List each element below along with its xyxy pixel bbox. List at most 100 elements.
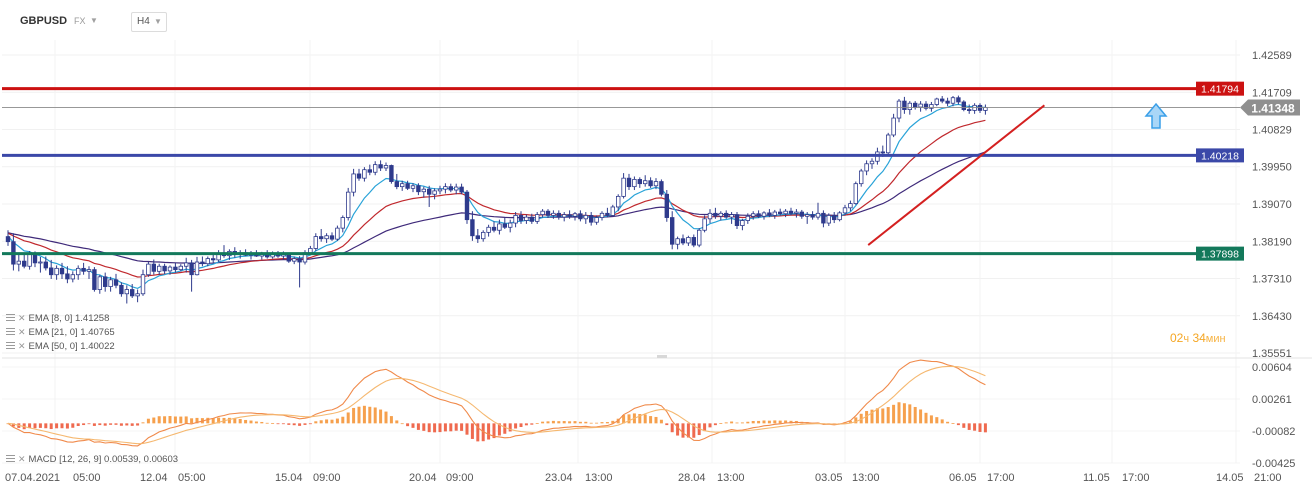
- macd-histogram-bar: [735, 422, 739, 424]
- candle: [124, 285, 129, 304]
- price-tick-label: 1.36430: [1252, 311, 1292, 323]
- legend-macd[interactable]: ✕ MACD [12, 26, 9] 0.00539, 0.00603: [6, 454, 178, 467]
- candle-body: [934, 98, 939, 105]
- candle-body: [453, 186, 459, 191]
- candle: [740, 218, 745, 231]
- close-icon[interactable]: ✕: [18, 341, 26, 351]
- candle: [437, 185, 443, 195]
- macd-histogram-bar: [460, 423, 464, 431]
- macd-histogram-bar: [190, 418, 194, 424]
- menu-icon[interactable]: [6, 455, 15, 463]
- candle: [707, 209, 713, 224]
- legend-ema50[interactable]: ✕ EMA [50, 0] 1.40022: [6, 341, 115, 354]
- macd-histogram-bar: [87, 423, 91, 425]
- legend-ema21[interactable]: ✕ EMA [21, 0] 1.40765: [6, 327, 115, 340]
- macd-histogram-bar: [578, 421, 582, 424]
- macd-histogram-bar: [44, 423, 48, 429]
- close-icon[interactable]: ✕: [18, 313, 26, 323]
- candle: [794, 209, 799, 218]
- macd-histogram-bar: [886, 407, 890, 424]
- candle: [65, 266, 70, 284]
- macd-histogram-bar: [962, 423, 966, 428]
- candle: [918, 101, 923, 112]
- time-tick-label: 17:00: [987, 472, 1015, 484]
- macd-histogram-bar: [379, 409, 383, 424]
- candle: [151, 259, 156, 275]
- candle: [459, 183, 464, 195]
- candle-body: [961, 101, 966, 110]
- macd-histogram-bar: [600, 422, 604, 424]
- horizontal-levels[interactable]: 1.41794 1.40218 1.37898 1.41348: [2, 81, 1300, 261]
- candle: [480, 230, 486, 242]
- candle-body: [464, 191, 470, 221]
- candle: [194, 256, 200, 276]
- chart-overlays: [867, 102, 1168, 246]
- macd-histogram-bar: [487, 423, 491, 440]
- macd-histogram-bar: [789, 420, 793, 424]
- candle-body: [5, 236, 11, 243]
- candle-body: [832, 215, 837, 221]
- time-tick-label: 28.04: [678, 472, 706, 484]
- close-icon[interactable]: ✕: [18, 454, 26, 464]
- time-tick-label: 20.04: [409, 472, 437, 484]
- close-icon[interactable]: ✕: [18, 327, 26, 337]
- time-tick-label: 23.04: [545, 472, 573, 484]
- candle: [643, 175, 648, 187]
- macd-histogram-bar: [281, 423, 285, 425]
- macd-histogram-bar: [276, 423, 280, 425]
- macd-histogram-bar: [557, 421, 561, 424]
- candle-body: [583, 215, 588, 220]
- candle: [886, 132, 891, 156]
- macd-tick-label: 0.00604: [1252, 362, 1292, 374]
- candle-body: [729, 214, 734, 218]
- candle-body: [815, 212, 821, 218]
- candle-body: [680, 238, 686, 244]
- legend-ema8[interactable]: ✕ EMA [8, 0] 1.41258: [6, 313, 109, 326]
- current-price-tag: [1240, 99, 1300, 116]
- candle-body: [491, 226, 497, 231]
- candle-body: [950, 97, 956, 104]
- candle: [675, 236, 680, 250]
- menu-icon[interactable]: [6, 328, 15, 336]
- chevron-down-icon[interactable]: ▼: [90, 16, 98, 25]
- macd-histogram-bar: [508, 423, 512, 432]
- candle-body: [173, 266, 178, 271]
- candle-body: [65, 273, 70, 280]
- candle-body: [788, 210, 794, 214]
- macd-histogram-bar: [519, 423, 523, 427]
- candle-body: [810, 214, 815, 218]
- candle: [108, 276, 113, 292]
- macd-label: MACD [12, 26, 9] 0.00539, 0.00603: [28, 454, 179, 465]
- candle: [745, 213, 750, 224]
- candle: [146, 262, 151, 277]
- level-label-bg: [1196, 246, 1244, 261]
- macd-histogram-bar: [951, 423, 955, 424]
- trendline: [867, 104, 1046, 246]
- macd-histogram-bar: [535, 423, 539, 424]
- macd-histogram-bar: [292, 423, 296, 426]
- price-tick-label: 1.42589: [1252, 50, 1292, 62]
- macd-histogram-bar: [476, 423, 480, 442]
- macd-histogram-bar: [298, 423, 302, 426]
- macd-histogram-bar: [265, 422, 269, 424]
- timeframe-selector[interactable]: H4 ▼: [131, 12, 167, 32]
- menu-icon[interactable]: [6, 342, 15, 350]
- candle: [16, 254, 21, 272]
- candle-body: [783, 210, 788, 215]
- candle: [470, 211, 475, 241]
- candle-body: [761, 212, 767, 217]
- macd-histogram-bar: [719, 423, 723, 424]
- symbol-label[interactable]: GBPUSD: [20, 15, 68, 27]
- candle: [767, 209, 772, 218]
- candle: [475, 228, 480, 243]
- candle: [448, 183, 453, 193]
- candle-body: [426, 188, 432, 195]
- candle: [49, 259, 54, 279]
- time-tick-label: 12.04: [140, 472, 168, 484]
- menu-icon[interactable]: [6, 314, 15, 322]
- candle-body: [32, 253, 38, 264]
- macd-histogram-bar: [924, 412, 928, 424]
- candle-body: [626, 177, 632, 188]
- macd-histogram-bar: [627, 414, 631, 424]
